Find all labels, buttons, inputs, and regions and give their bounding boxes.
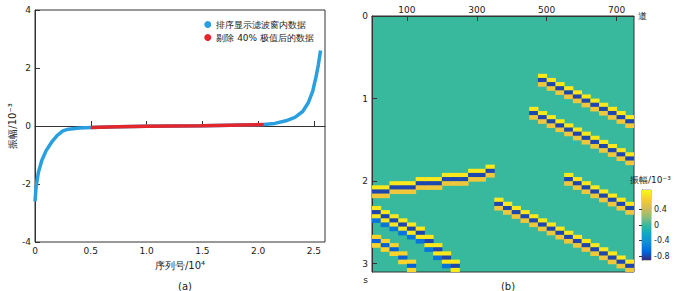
- svg-text:2: 2: [362, 176, 368, 186]
- svg-text:-0.8: -0.8: [654, 252, 670, 261]
- svg-text:-0.4: -0.4: [654, 236, 670, 245]
- svg-text:1: 1: [362, 94, 368, 104]
- svg-text:s: s: [363, 275, 368, 285]
- svg-text:1.0: 1.0: [139, 246, 154, 256]
- svg-text:序列号/10⁴: 序列号/10⁴: [155, 260, 205, 271]
- svg-text:4: 4: [25, 5, 31, 15]
- svg-text:0: 0: [654, 221, 659, 230]
- svg-text:2.5: 2.5: [307, 246, 321, 256]
- svg-text:振幅/10⁻³: 振幅/10⁻³: [7, 103, 18, 148]
- svg-text:500: 500: [538, 5, 555, 15]
- svg-text:排序显示滤波窗内数据: 排序显示滤波窗内数据: [216, 20, 306, 30]
- svg-text:0.4: 0.4: [654, 205, 667, 214]
- svg-text:剔除 40% 极值后的数据: 剔除 40% 极值后的数据: [216, 33, 314, 43]
- svg-text:道: 道: [638, 11, 647, 21]
- svg-text:0: 0: [25, 121, 31, 131]
- svg-text:1.5: 1.5: [195, 246, 209, 256]
- svg-text:0: 0: [32, 246, 38, 256]
- svg-text:(b): (b): [501, 281, 515, 291]
- svg-text:0.5: 0.5: [84, 246, 98, 256]
- svg-text:振幅/10⁻³: 振幅/10⁻³: [630, 175, 671, 185]
- svg-text:2: 2: [25, 63, 31, 73]
- svg-text:2.0: 2.0: [251, 246, 266, 256]
- svg-text:-2: -2: [22, 179, 31, 189]
- svg-text:3: 3: [362, 259, 368, 269]
- svg-text:300: 300: [468, 5, 485, 15]
- svg-text:700: 700: [608, 5, 625, 15]
- svg-text:0: 0: [362, 11, 368, 21]
- svg-text:100: 100: [398, 5, 415, 15]
- svg-text:(a): (a): [178, 281, 192, 291]
- svg-text:-4: -4: [22, 237, 31, 247]
